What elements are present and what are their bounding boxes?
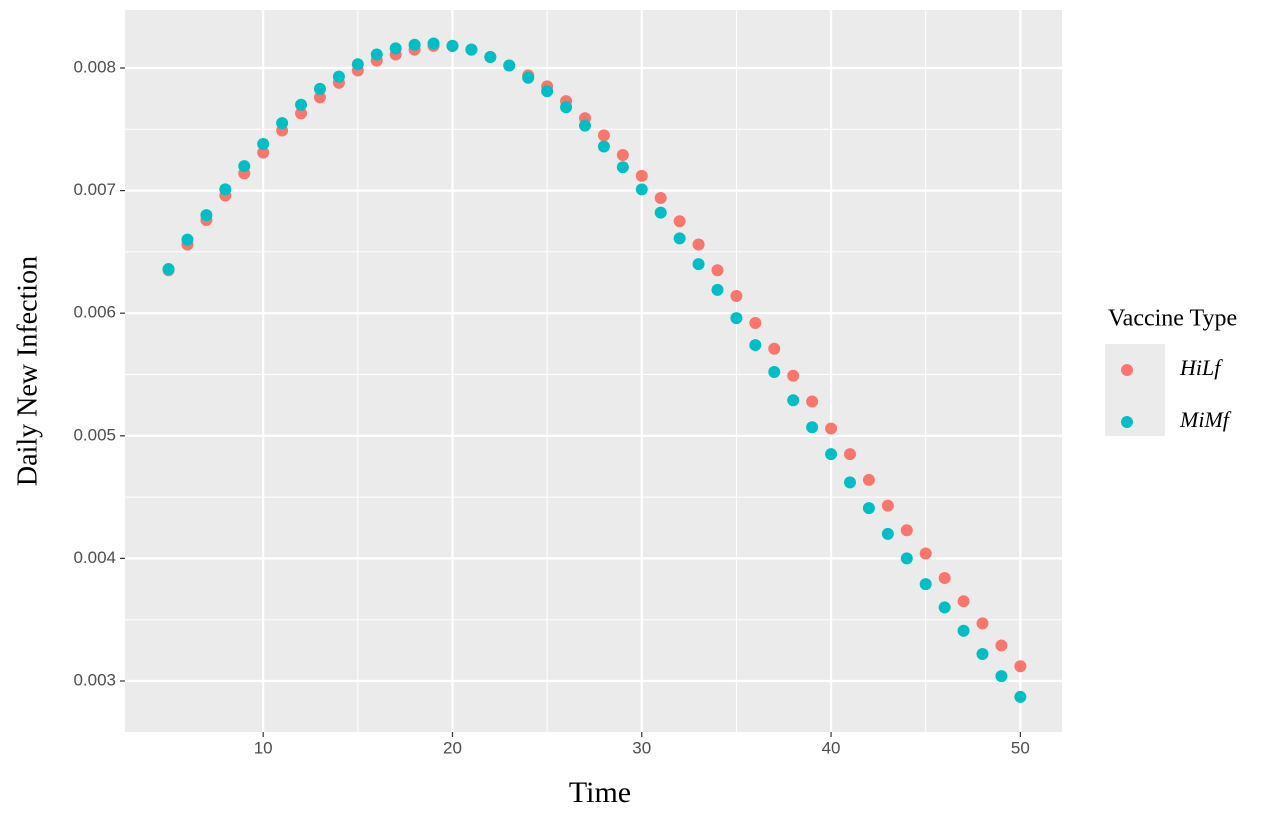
point bbox=[351, 58, 364, 71]
point bbox=[900, 524, 913, 537]
point bbox=[768, 342, 781, 355]
point bbox=[976, 648, 989, 661]
point bbox=[862, 502, 875, 515]
point bbox=[711, 283, 724, 296]
point bbox=[787, 394, 800, 407]
point bbox=[465, 43, 478, 56]
point bbox=[825, 422, 838, 435]
point bbox=[730, 312, 743, 325]
y-tick-label: 0.007 bbox=[73, 180, 116, 199]
point bbox=[332, 70, 345, 83]
point bbox=[806, 395, 819, 408]
point bbox=[768, 366, 781, 379]
point bbox=[843, 448, 856, 461]
point bbox=[219, 183, 232, 196]
point bbox=[616, 149, 629, 162]
point bbox=[730, 290, 743, 303]
point bbox=[446, 39, 459, 52]
point bbox=[1014, 660, 1027, 673]
x-tick-label: 30 bbox=[632, 738, 651, 757]
point bbox=[522, 71, 535, 84]
point bbox=[541, 85, 554, 98]
point bbox=[862, 473, 875, 486]
legend-label: HiLf bbox=[1179, 355, 1223, 380]
point bbox=[635, 169, 648, 182]
point bbox=[389, 42, 402, 55]
point bbox=[787, 369, 800, 382]
point bbox=[995, 639, 1008, 652]
x-axis-title: Time bbox=[569, 776, 631, 809]
y-tick-label: 0.006 bbox=[73, 303, 116, 322]
point bbox=[200, 209, 213, 222]
point bbox=[995, 670, 1008, 683]
y-tick-label: 0.003 bbox=[73, 670, 116, 689]
panel bbox=[125, 10, 1062, 732]
y-tick-label: 0.005 bbox=[73, 425, 116, 444]
point bbox=[484, 50, 497, 63]
legend-key bbox=[1121, 364, 1133, 376]
point bbox=[1014, 690, 1027, 703]
point bbox=[295, 98, 308, 111]
x-tick-label: 40 bbox=[822, 738, 841, 757]
point bbox=[749, 339, 762, 352]
point bbox=[257, 146, 270, 159]
point bbox=[313, 91, 326, 104]
point bbox=[181, 233, 194, 246]
point bbox=[825, 448, 838, 461]
point bbox=[597, 140, 610, 153]
y-tick-label: 0.004 bbox=[73, 548, 116, 567]
point bbox=[635, 183, 648, 196]
point bbox=[919, 547, 932, 560]
point bbox=[938, 601, 951, 614]
point bbox=[692, 258, 705, 271]
point bbox=[560, 101, 573, 114]
point bbox=[749, 317, 762, 330]
point bbox=[673, 232, 686, 245]
point bbox=[427, 37, 440, 50]
point bbox=[276, 117, 289, 130]
legend-key bbox=[1121, 416, 1133, 428]
point bbox=[711, 264, 724, 277]
point bbox=[616, 161, 629, 174]
point bbox=[654, 191, 667, 204]
point bbox=[881, 499, 894, 512]
legend-title: Vaccine Type bbox=[1108, 306, 1237, 332]
point bbox=[957, 624, 970, 637]
point bbox=[654, 206, 667, 219]
point bbox=[692, 238, 705, 251]
point bbox=[162, 263, 175, 276]
point bbox=[313, 82, 326, 95]
point bbox=[257, 138, 270, 151]
point bbox=[408, 38, 421, 51]
point bbox=[900, 552, 913, 565]
x-tick-label: 10 bbox=[254, 738, 273, 757]
legend-key-background bbox=[1105, 344, 1165, 436]
point bbox=[957, 595, 970, 608]
point bbox=[370, 48, 383, 61]
point bbox=[881, 527, 894, 540]
point bbox=[597, 129, 610, 142]
point bbox=[938, 572, 951, 585]
y-axis-title: Daily New Infection bbox=[12, 256, 43, 486]
x-tick-label: 20 bbox=[443, 738, 462, 757]
legend-label: MiMf bbox=[1179, 407, 1232, 432]
point bbox=[976, 617, 989, 630]
point bbox=[578, 119, 591, 132]
point bbox=[238, 160, 251, 173]
y-tick-label: 0.008 bbox=[73, 57, 116, 76]
point bbox=[503, 59, 516, 72]
point bbox=[843, 476, 856, 489]
point bbox=[673, 215, 686, 228]
point bbox=[295, 107, 308, 120]
point bbox=[919, 578, 932, 591]
x-tick-label: 50 bbox=[1011, 738, 1030, 757]
point bbox=[806, 421, 819, 434]
